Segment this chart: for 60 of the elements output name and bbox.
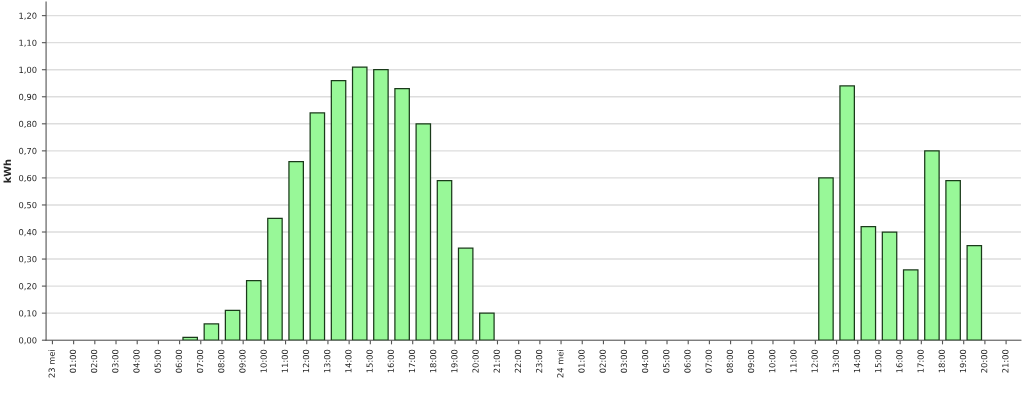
y-tick-label: 0,80 [19,120,37,128]
y-tick-label: 1,20 [19,12,37,20]
x-tick-label: 15:00 [366,349,373,373]
x-tick-label: 22:00 [514,349,522,373]
x-tick-label: 02:00 [90,349,98,373]
x-tick-label: 17:00 [917,349,924,373]
x-tick-label: 07:00 [196,349,204,373]
x-tick-label: 09:00 [239,349,246,373]
x-tick-label: 01:00 [69,349,77,373]
x-tick-label: 06:00 [684,349,691,373]
x-tick-label: 12:00 [302,349,310,373]
x-tick-label: 13:00 [324,349,331,373]
x-tick-label: 05:00 [154,349,161,373]
x-tick-label: 10:00 [769,349,776,373]
x-tick-label: 11:00 [790,349,797,373]
x-tick-label: 18:00 [430,349,437,373]
x-tick-label: 02:00 [599,349,606,373]
x-tick-label: 16:00 [387,349,394,373]
y-tick-label: 1,00 [19,66,37,74]
x-tick-label: 11:00 [281,349,288,373]
x-tick-label: 08:00 [218,349,225,373]
y-tick-label: 0,50 [19,201,37,210]
x-tick-label: 04:00 [641,349,649,373]
y-tick-label: 0,20 [19,283,37,291]
x-tick-label: 19:00 [959,349,967,373]
y-tick-label: 0,40 [19,228,37,237]
x-tick-label: 10:00 [260,349,267,373]
x-tick-label: 04:00 [133,349,140,373]
x-tick-label: 09:00 [747,349,755,373]
x-tick-label: 01:00 [578,349,585,373]
x-tick-label: 15:00 [875,349,882,373]
x-tick-label: 14:00 [853,349,861,373]
x-tick-label: 13:00 [832,349,839,373]
x-tick-label: 03:00 [112,349,119,373]
x-tick-label: 21:00 [1002,349,1009,373]
y-tick-label: 0,90 [19,93,37,101]
x-tick-label: 16:00 [896,349,903,373]
y-axis-title: kWh [3,159,11,183]
x-tick-label: 17:00 [408,349,416,373]
x-tick-label: 07:00 [705,349,712,373]
x-tick-label: 14:00 [345,349,352,373]
x-tick-label: 03:00 [620,349,628,373]
x-tick-label: 18:00 [938,349,945,373]
y-tick-label: 0,60 [19,174,37,183]
x-tick-label: 23:00 [535,349,543,373]
y-tick-label: 0,70 [19,147,37,155]
y-tick-label: 0,10 [19,310,37,318]
y-tick-label: 0,00 [19,337,37,345]
y-tick-label: 0,30 [19,256,37,264]
x-tick-label: 19:00 [451,349,458,373]
x-tick-label: 05:00 [663,349,670,373]
x-tick-label: 21:00 [493,349,500,373]
x-tick-label: 12:00 [811,349,818,373]
x-tick-label: 24 mei [557,350,564,378]
y-tick-label: 1,10 [19,39,37,47]
x-tick-label: 20:00 [981,349,988,373]
x-tick-label: 20:00 [472,349,479,373]
x-tick-label: 06:00 [175,349,183,373]
x-tick-label: 08:00 [726,349,734,373]
x-tick-label: 23 mei [48,350,55,378]
